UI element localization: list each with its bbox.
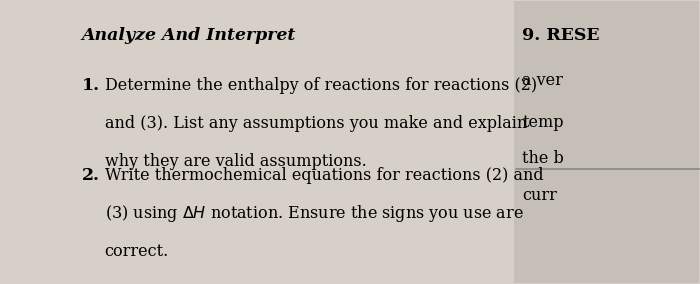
- Text: temp: temp: [522, 114, 564, 131]
- Text: 9. RESE: 9. RESE: [522, 27, 600, 44]
- Text: Write thermochemical equations for reactions (2) and: Write thermochemical equations for react…: [104, 167, 543, 184]
- Text: 1.: 1.: [82, 77, 99, 94]
- Text: why they are valid assumptions.: why they are valid assumptions.: [104, 153, 366, 170]
- Text: Determine the enthalpy of reactions for reactions (2): Determine the enthalpy of reactions for …: [104, 77, 537, 94]
- Text: Analyze And Interpret: Analyze And Interpret: [82, 27, 296, 44]
- Text: correct.: correct.: [104, 243, 169, 260]
- Text: (3) using $\Delta H$ notation. Ensure the signs you use are: (3) using $\Delta H$ notation. Ensure th…: [104, 203, 524, 224]
- Text: a ver: a ver: [522, 72, 563, 89]
- Text: the b: the b: [522, 150, 564, 167]
- Text: 2.: 2.: [82, 167, 99, 184]
- Text: curr: curr: [522, 187, 557, 204]
- Text: and (3). List any assumptions you make and explain: and (3). List any assumptions you make a…: [104, 115, 527, 132]
- FancyBboxPatch shape: [514, 1, 699, 283]
